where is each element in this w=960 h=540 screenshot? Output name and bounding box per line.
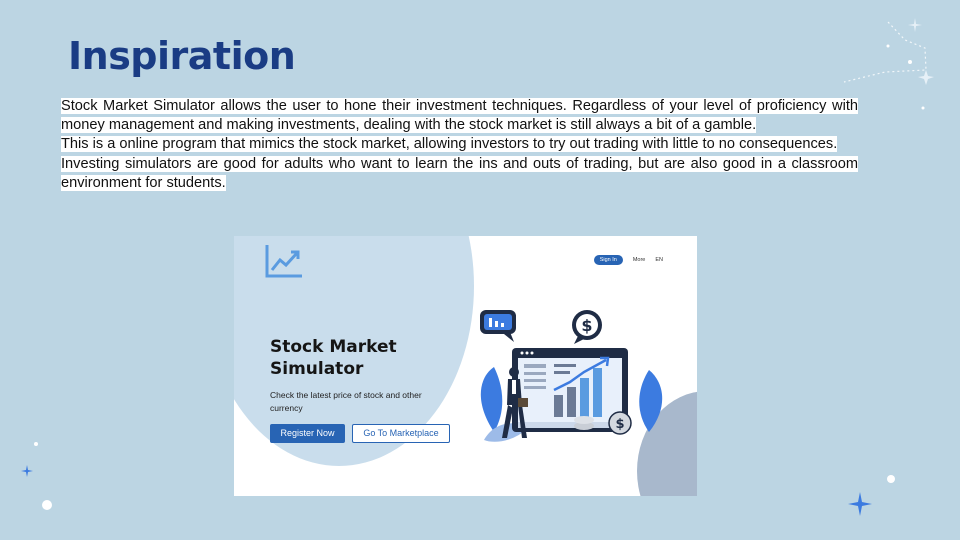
marketplace-button: Go To Marketplace	[352, 424, 450, 443]
nav-more: More	[632, 257, 646, 263]
slide-title: Inspiration	[68, 34, 296, 78]
svg-text:$: $	[581, 316, 592, 335]
signin-button: Sign In	[593, 255, 623, 265]
dot-decoration-small	[34, 442, 38, 446]
constellation-decoration	[843, 18, 934, 110]
register-button: Register Now	[270, 424, 345, 443]
paragraph-3: Investing simulators are good for adults…	[61, 155, 858, 191]
sparkle-bottom-left-icon	[21, 465, 33, 477]
body-text: Stock Market Simulator allows the user t…	[61, 97, 858, 193]
paragraph-1: Stock Market Simulator allows the user t…	[61, 98, 858, 134]
paragraph-2: This is a online program that mimics the…	[61, 136, 838, 153]
chart-logo-icon	[265, 245, 302, 278]
mockup-nav: Sign In More EN	[593, 255, 663, 265]
dot-decoration	[42, 500, 52, 510]
dot-decoration-right	[887, 475, 895, 483]
nav-language: EN	[655, 257, 663, 263]
svg-text:$: $	[615, 417, 624, 432]
website-mockup-image: Sign In More EN Stock Market Simulator C…	[234, 236, 697, 496]
hero-title: Stock Market Simulator	[270, 337, 397, 379]
trader-illustration: $ $	[480, 310, 663, 442]
hero-subtitle: Check the latest price of stock and othe…	[270, 390, 422, 413]
sparkle-bottom-right-icon	[848, 492, 872, 516]
